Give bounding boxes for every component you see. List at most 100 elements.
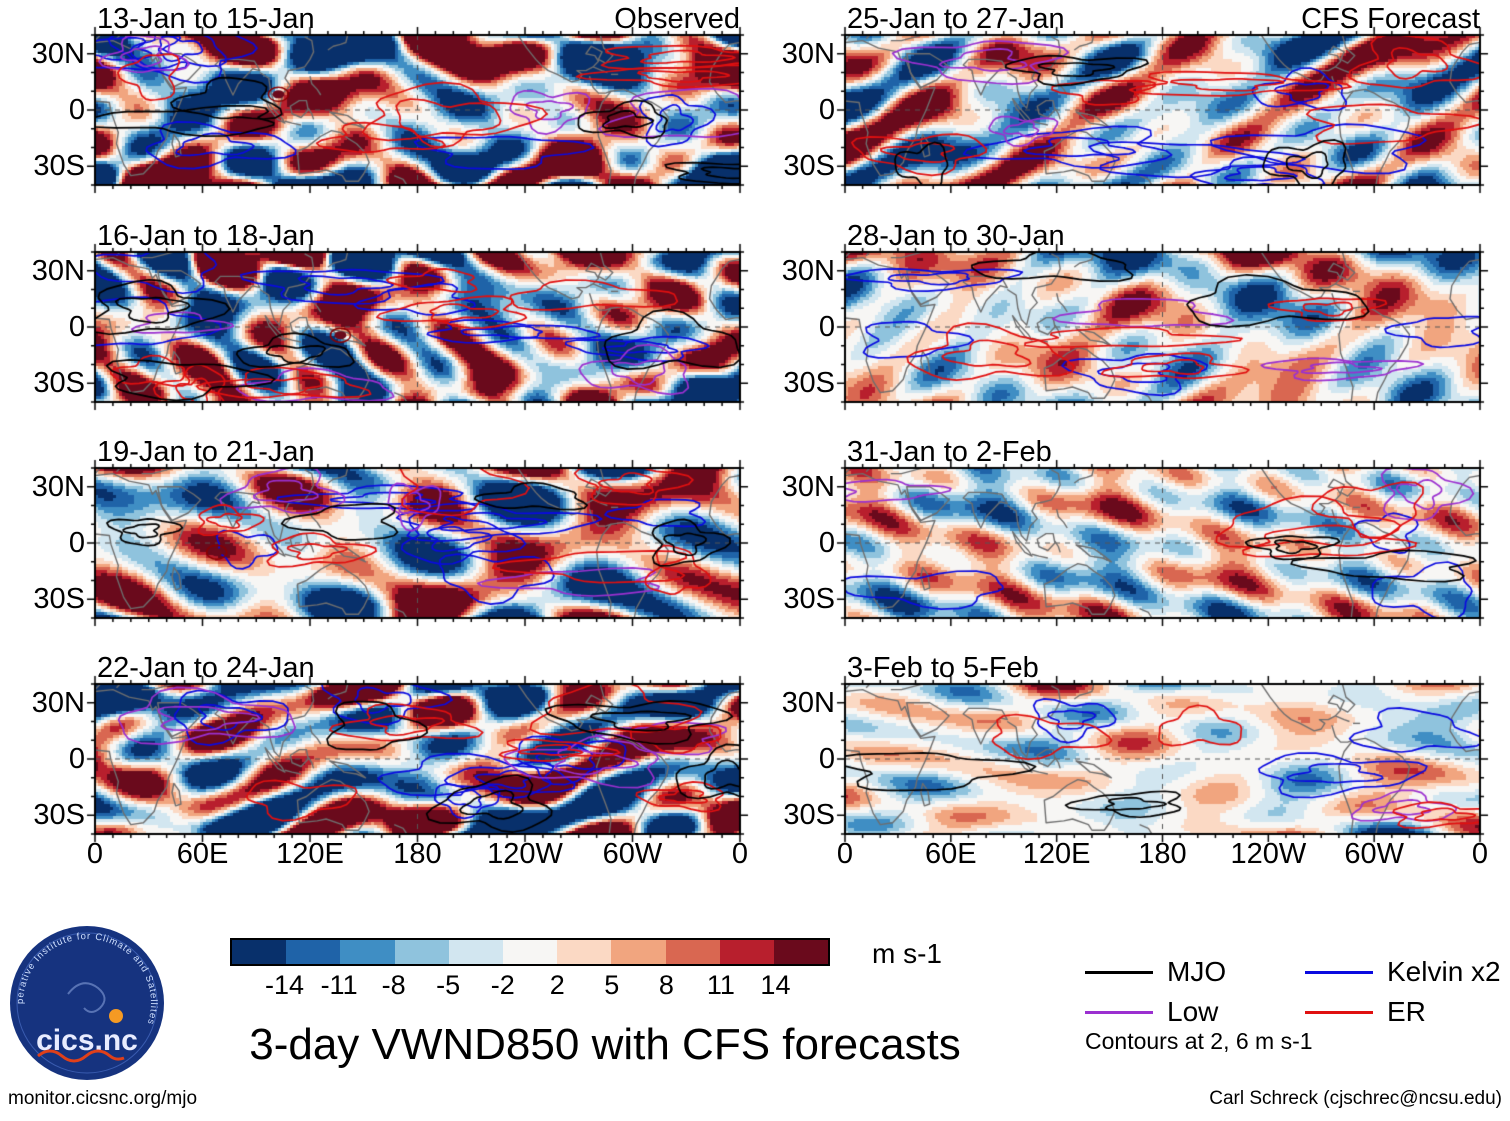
- lat-tick-label: 30S: [783, 367, 835, 400]
- lat-tick-label: 30S: [33, 150, 85, 183]
- lon-tick-label: 60E: [176, 838, 229, 870]
- lat-tick-label: 30S: [783, 799, 835, 832]
- lon-tick-label: 60W: [1344, 838, 1404, 870]
- colorbar-tick-value: -14: [265, 970, 305, 1000]
- colorbar-segment: [611, 940, 666, 964]
- lon-tick-label: 120E: [1022, 838, 1091, 870]
- lat-tick-label: 30N: [31, 686, 85, 719]
- colorbar-segment: [665, 940, 720, 964]
- lat-tick-label: 0: [68, 311, 85, 343]
- legend-label: ER: [1387, 996, 1426, 1027]
- lon-tick-label: 180: [393, 838, 442, 870]
- legend-label: MJO: [1167, 956, 1227, 987]
- legend-item-low: Low: [1085, 996, 1218, 1028]
- lat-tick-label: 0: [68, 94, 85, 126]
- figure-title: 3-day VWND850 with CFS forecasts: [249, 1020, 961, 1069]
- map-panel-forecast-4: 3-Feb to 5-Feb: [833, 653, 1492, 846]
- colorbar-tick-value: 2: [549, 970, 565, 1000]
- legend-label: Kelvin x2: [1387, 956, 1501, 987]
- colorbar-segment: [719, 940, 774, 964]
- lon-tick-label: 0: [86, 838, 104, 870]
- kelvin-line-swatch: [1305, 970, 1373, 974]
- legend-label: Low: [1167, 996, 1219, 1027]
- colorbar-segment: [448, 940, 503, 964]
- map-canvas: [83, 240, 752, 414]
- map-canvas: [833, 240, 1492, 414]
- lon-tick-label: 60W: [602, 838, 663, 870]
- website-url-text: monitor.cicsnc.org/mjo: [8, 1088, 198, 1109]
- map-canvas: [833, 672, 1492, 846]
- mjo-line-swatch: [1085, 970, 1153, 974]
- colorbar-tick-value: -5: [436, 970, 461, 1000]
- lat-tick-label: 30N: [31, 37, 85, 70]
- logo-sun: [109, 1009, 123, 1023]
- map-canvas: [83, 456, 752, 630]
- colorbar-tick-value: 8: [658, 970, 674, 1000]
- cics-nc-logo: Cooperative Institute for Climate and Sa…: [8, 924, 164, 1080]
- lat-tick-label: 30S: [783, 583, 835, 616]
- colorbar-segments: [230, 938, 830, 966]
- logo-circle: [10, 926, 164, 1080]
- lat-tick-label: 0: [818, 94, 835, 126]
- lon-tick-label: 120W: [487, 838, 563, 870]
- lon-tick-label: 180: [1138, 838, 1187, 870]
- map-canvas: [833, 23, 1492, 197]
- lat-tick-label: 30S: [783, 150, 835, 183]
- map-panel-forecast-1: 25-Jan to 27-Jan CFS Forecast: [833, 4, 1492, 197]
- lon-tick-label: 0: [836, 838, 854, 870]
- map-panel-forecast-3: 31-Jan to 2-Feb: [833, 437, 1492, 630]
- colorbar-tick-value: -11: [320, 970, 358, 1000]
- lat-tick-label: 0: [68, 743, 85, 775]
- lon-tick-label: 0: [1471, 838, 1489, 870]
- colorbar-tick-value: -2: [490, 970, 515, 1000]
- map-panel-observed-4: 22-Jan to 24-Jan: [83, 653, 752, 846]
- map-panel-observed-2: 16-Jan to 18-Jan: [83, 221, 752, 414]
- colorbar-segment: [557, 940, 612, 964]
- lon-tick-label: 0: [731, 838, 749, 870]
- author-contact-text: Carl Schreck (cjschrec@ncsu.edu): [1209, 1088, 1502, 1109]
- low-line-swatch: [1085, 1010, 1153, 1014]
- map-panel-observed-1: 13-Jan to 15-Jan Observed: [83, 4, 752, 197]
- map-canvas: [83, 23, 752, 197]
- lat-tick-label: 30N: [781, 254, 835, 287]
- colorbar-tick-value: 11: [706, 970, 735, 1000]
- lat-tick-label: 0: [818, 743, 835, 775]
- legend-item-kelvin: Kelvin x2: [1305, 956, 1501, 988]
- lat-tick-label: 30N: [31, 470, 85, 503]
- logo-underline-wave: [37, 1049, 125, 1063]
- logo-swirl: [67, 982, 106, 1013]
- colorbar-segment: [232, 940, 287, 964]
- lat-tick-label: 30N: [31, 254, 85, 287]
- lat-tick-label: 0: [818, 527, 835, 559]
- map-canvas: [83, 672, 752, 846]
- er-line-swatch: [1305, 1010, 1373, 1014]
- colorbar-segment: [502, 940, 558, 964]
- colorbar: -14 -11 -8 -5 -2 2 5 8 11 14: [230, 938, 830, 1008]
- lat-tick-label: 0: [818, 311, 835, 343]
- lat-tick-label: 30S: [33, 367, 85, 400]
- contour-levels-note: Contours at 2, 6 m s-1: [1085, 1028, 1313, 1054]
- legend-item-mjo: MJO: [1085, 956, 1226, 988]
- lat-tick-label: 30S: [33, 799, 85, 832]
- lon-tick-label: 60E: [925, 838, 977, 870]
- lon-tick-label: 120E: [276, 838, 344, 870]
- colorbar-segment: [340, 940, 395, 964]
- lat-tick-label: 30S: [33, 583, 85, 616]
- map-panel-observed-3: 19-Jan to 21-Jan: [83, 437, 752, 630]
- colorbar-segment: [394, 940, 449, 964]
- lat-tick-label: 30N: [781, 686, 835, 719]
- map-canvas: [833, 456, 1492, 630]
- map-panel-forecast-2: 28-Jan to 30-Jan: [833, 221, 1492, 414]
- lat-tick-label: 30N: [781, 37, 835, 70]
- colorbar-tick-value: 14: [760, 970, 791, 1000]
- colorbar-tick-value: 5: [604, 970, 620, 1000]
- colorbar-unit-label: m s-1: [872, 938, 942, 969]
- colorbar-segment: [773, 940, 829, 964]
- colorbar-tick-value: -8: [381, 970, 406, 1000]
- colorbar-segment: [286, 940, 341, 964]
- lat-tick-label: 0: [68, 527, 85, 559]
- lat-tick-label: 30N: [781, 470, 835, 503]
- lon-tick-label: 120W: [1230, 838, 1307, 870]
- legend-item-er: ER: [1305, 996, 1426, 1028]
